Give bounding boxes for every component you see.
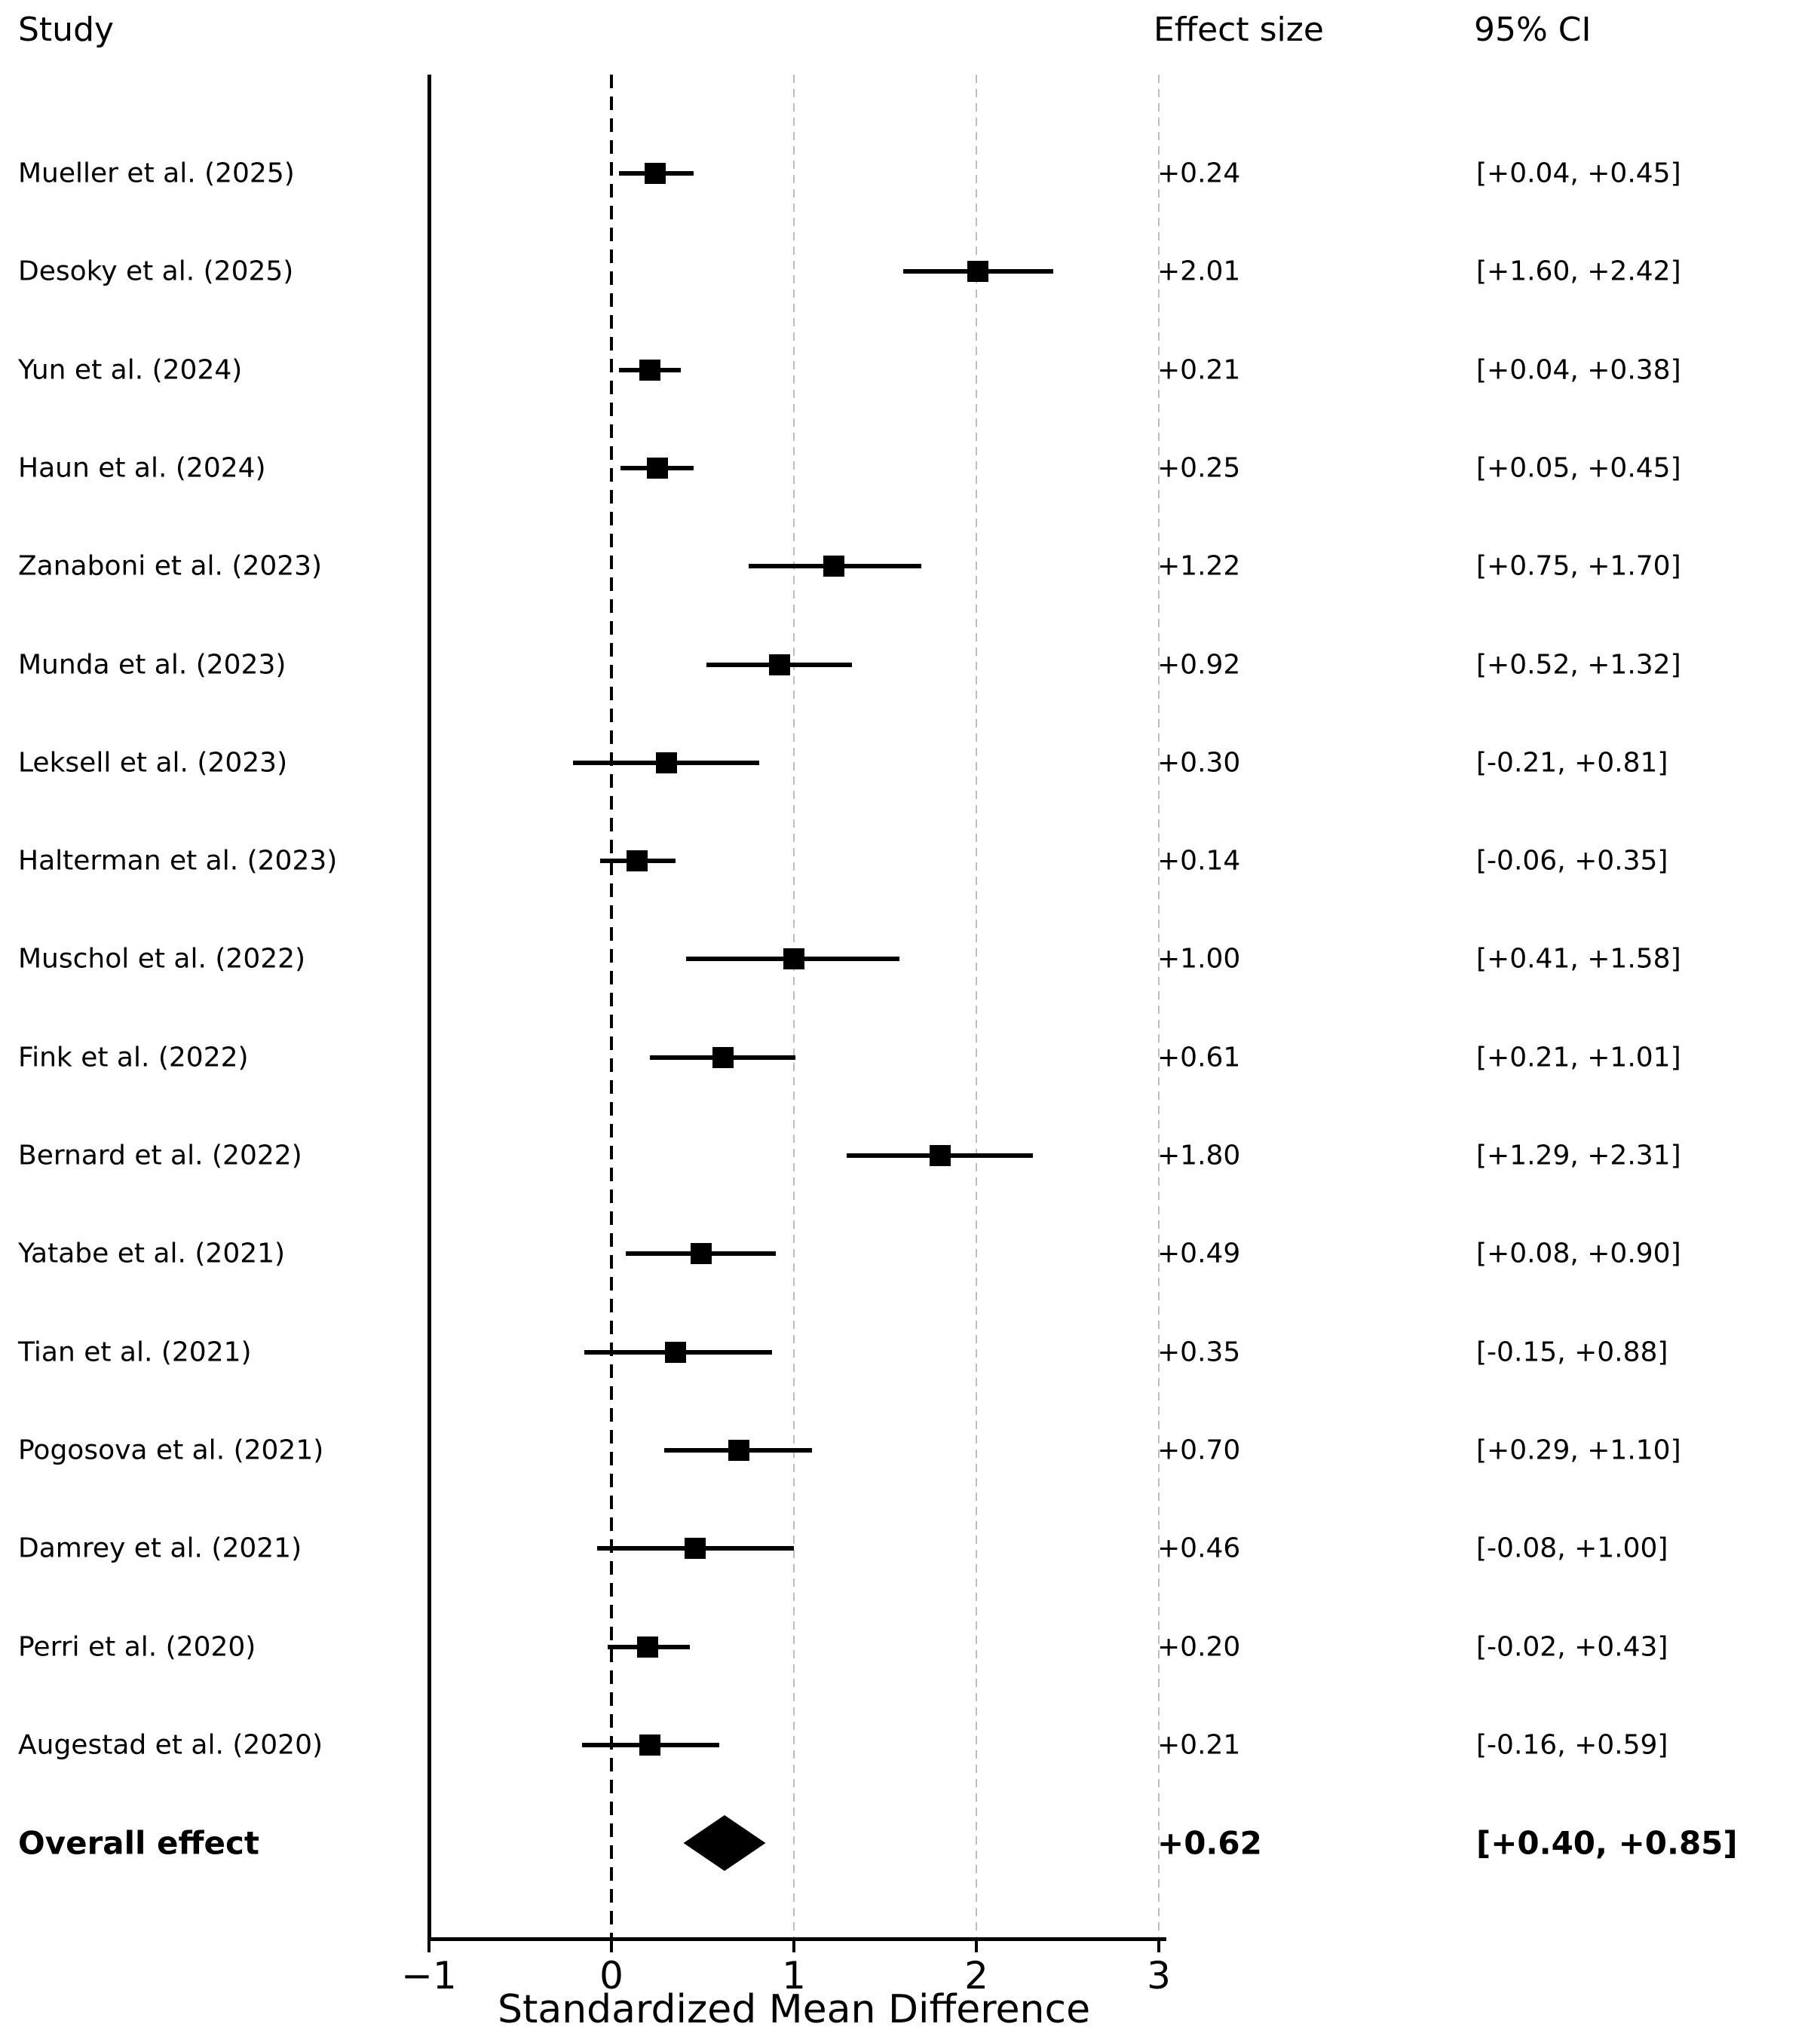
x-axis-tick — [1157, 1941, 1160, 1952]
x-axis-tick-label: 2 — [964, 1954, 988, 1998]
x-axis-tick-label: −1 — [401, 1954, 457, 1998]
ci-value: [+0.08, +0.90] — [1476, 1238, 1681, 1269]
x-axis-tick — [975, 1941, 978, 1952]
overall-ci-value: [+0.40, +0.85] — [1476, 1824, 1738, 1862]
effect-marker — [690, 1243, 712, 1265]
study-label: Pogosova et al. (2021) — [18, 1434, 324, 1466]
column-header-95ci: 95% CI — [1474, 11, 1592, 49]
study-label: Munda et al. (2023) — [18, 649, 286, 680]
effect-size-value: +1.00 — [1157, 943, 1241, 975]
effect-size-value: +1.22 — [1157, 550, 1241, 582]
effect-marker — [685, 1538, 706, 1560]
study-label: Halterman et al. (2023) — [18, 845, 338, 877]
effect-marker — [626, 850, 648, 872]
ci-value: [-0.06, +0.35] — [1476, 845, 1668, 877]
overall-effect-label: Overall effect — [18, 1824, 260, 1862]
effect-size-value: +0.35 — [1157, 1336, 1241, 1368]
ci-value: [-0.15, +0.88] — [1476, 1336, 1668, 1368]
effect-marker — [823, 556, 845, 577]
effect-size-value: +2.01 — [1157, 256, 1241, 287]
effect-size-value: +0.30 — [1157, 747, 1241, 779]
overall-diamond-shape — [683, 1815, 766, 1872]
ci-value: [+0.05, +0.45] — [1476, 452, 1681, 484]
effect-marker — [664, 1341, 686, 1363]
ci-value: [+0.04, +0.38] — [1476, 354, 1681, 386]
ci-value: [+1.29, +2.31] — [1476, 1140, 1681, 1171]
x-axis-tick — [792, 1941, 795, 1952]
effect-size-value: +0.46 — [1157, 1532, 1241, 1564]
study-label: Leksell et al. (2023) — [18, 747, 288, 779]
x-axis-line — [427, 1937, 1166, 1941]
effect-marker — [639, 359, 660, 381]
effect-size-value: +0.61 — [1157, 1042, 1241, 1073]
study-label: Tian et al. (2021) — [18, 1336, 252, 1368]
effect-size-value: +1.80 — [1157, 1140, 1241, 1171]
x-axis-tick-label: 3 — [1147, 1954, 1171, 1998]
effect-marker — [728, 1439, 750, 1461]
ci-value: [-0.16, +0.59] — [1476, 1729, 1668, 1761]
effect-marker — [646, 457, 668, 479]
column-header-study: Study — [18, 11, 115, 49]
study-label: Yatabe et al. (2021) — [18, 1238, 286, 1269]
x-axis-tick — [427, 1941, 430, 1952]
study-label: Augestad et al. (2020) — [18, 1729, 323, 1761]
ci-value: [-0.08, +1.00] — [1476, 1532, 1668, 1564]
effect-size-value: +0.25 — [1157, 452, 1241, 484]
gridline — [976, 75, 977, 1937]
effect-size-value: +0.92 — [1157, 649, 1241, 680]
effect-marker — [655, 752, 677, 773]
overall-effect-size-value: +0.62 — [1157, 1824, 1262, 1862]
ci-value: [+0.52, +1.32] — [1476, 649, 1681, 680]
study-label: Fink et al. (2022) — [18, 1042, 249, 1073]
study-label: Zanaboni et al. (2023) — [18, 550, 323, 582]
study-label: Bernard et al. (2022) — [18, 1140, 302, 1171]
ci-value: [-0.02, +0.43] — [1476, 1631, 1668, 1662]
x-axis-title: Standardized Mean Difference — [497, 1987, 1091, 2032]
effect-size-value: +0.49 — [1157, 1238, 1241, 1269]
effect-marker — [637, 1636, 659, 1658]
ci-value: [+0.41, +1.58] — [1476, 943, 1681, 975]
study-label: Yun et al. (2024) — [18, 354, 243, 386]
gridline — [793, 75, 795, 1937]
ci-value: [+0.21, +1.01] — [1476, 1042, 1681, 1073]
study-label: Desoky et al. (2025) — [18, 256, 294, 287]
y-axis-spine — [427, 75, 431, 1941]
study-label: Haun et al. (2024) — [18, 452, 266, 484]
study-label: Damrey et al. (2021) — [18, 1532, 302, 1564]
effect-size-value: +0.20 — [1157, 1631, 1241, 1662]
effect-marker — [645, 163, 666, 184]
ci-value: [+0.04, +0.45] — [1476, 158, 1681, 189]
effect-marker — [768, 654, 790, 675]
effect-size-value: +0.21 — [1157, 354, 1241, 386]
study-label: Muschol et al. (2022) — [18, 943, 306, 975]
effect-size-value: +0.14 — [1157, 845, 1241, 877]
effect-size-value: +0.21 — [1157, 1729, 1241, 1761]
x-axis-tick-label: 0 — [599, 1954, 624, 1998]
ci-value: [-0.21, +0.81] — [1476, 747, 1668, 779]
study-label: Mueller et al. (2025) — [18, 158, 295, 189]
effect-size-value: +0.70 — [1157, 1434, 1241, 1466]
effect-marker — [783, 948, 804, 970]
ci-value: [+1.60, +2.42] — [1476, 256, 1681, 287]
effect-marker — [967, 261, 989, 283]
column-header-effect-size: Effect size — [1154, 11, 1324, 49]
study-label: Perri et al. (2020) — [18, 1631, 256, 1662]
x-axis-tick-label: 1 — [782, 1954, 806, 1998]
overall-diamond — [683, 1815, 766, 1872]
effect-size-value: +0.24 — [1157, 158, 1241, 189]
effect-marker — [929, 1145, 951, 1166]
effect-marker — [639, 1734, 660, 1756]
gridline — [1158, 75, 1160, 1937]
x-axis-tick — [610, 1941, 613, 1952]
effect-marker — [712, 1046, 734, 1068]
ci-value: [+0.75, +1.70] — [1476, 550, 1681, 582]
zero-reference-line — [610, 75, 613, 1937]
ci-value: [+0.29, +1.10] — [1476, 1434, 1681, 1466]
